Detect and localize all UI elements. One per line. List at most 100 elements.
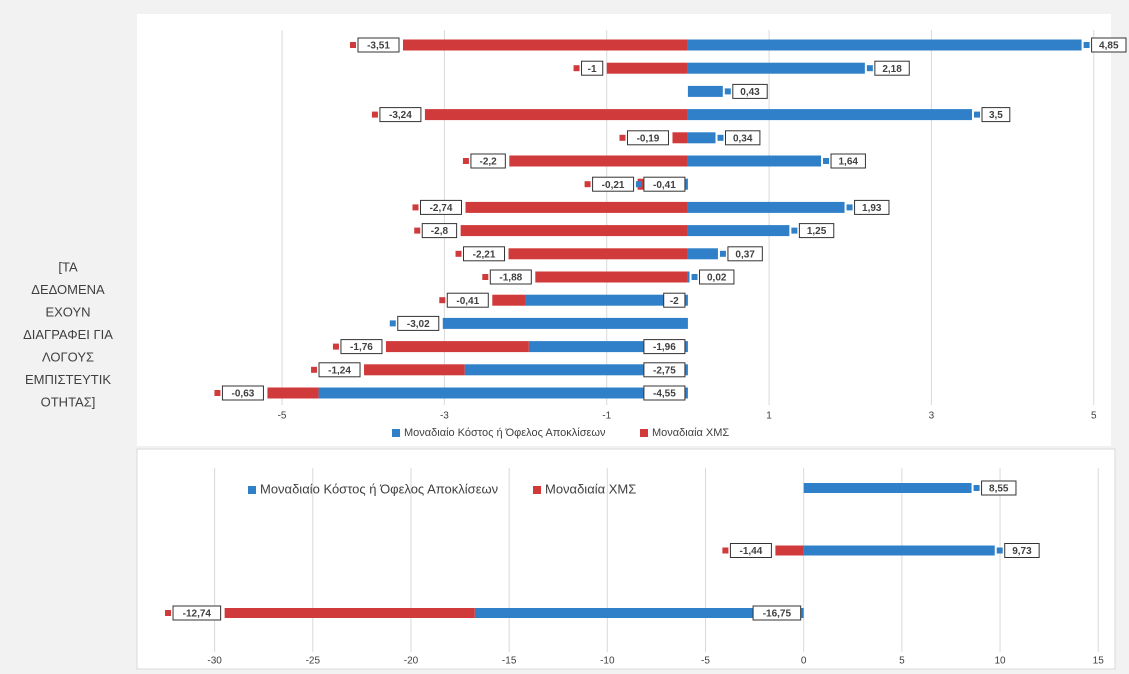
label-box xyxy=(643,176,686,192)
label-box xyxy=(981,480,1017,496)
label-marker xyxy=(412,204,419,211)
bar xyxy=(402,39,688,51)
legend-label: Μοναδιαίο Κόστος ή Όφελος Αποκλίσεων xyxy=(404,427,606,439)
bar xyxy=(385,341,529,353)
bar xyxy=(606,62,688,74)
label-marker xyxy=(635,390,642,396)
label-box xyxy=(489,269,532,285)
side-note: ΕΜΠΙΣΤΕΥΤΙΚ xyxy=(25,372,111,387)
bar xyxy=(509,155,688,167)
label-marker xyxy=(866,65,873,72)
label-marker xyxy=(371,111,378,118)
side-note: [ΤΑ xyxy=(58,259,78,274)
bar xyxy=(318,387,688,399)
label-box xyxy=(729,543,772,558)
data-label: -0,21 xyxy=(602,180,625,191)
data-label: -3,51 xyxy=(367,41,390,52)
data-label: -2,75 xyxy=(653,365,676,376)
label-box xyxy=(643,362,686,378)
data-label: 0,43 xyxy=(740,87,760,98)
label-box xyxy=(1091,37,1127,53)
label-marker xyxy=(745,610,752,616)
label-marker xyxy=(655,297,662,304)
label-marker xyxy=(455,250,462,257)
bar xyxy=(687,225,790,237)
label-box xyxy=(854,199,890,215)
data-label: -4,55 xyxy=(653,389,676,400)
label-marker xyxy=(332,343,339,350)
bar xyxy=(687,271,690,283)
x-tick-label: -3 xyxy=(440,411,449,422)
label-marker xyxy=(635,366,642,373)
label-box xyxy=(798,223,835,239)
data-label: 9,73 xyxy=(1012,546,1032,557)
label-box xyxy=(830,153,866,169)
data-label: -1,76 xyxy=(350,342,373,353)
bar xyxy=(364,364,465,376)
bar xyxy=(525,294,688,306)
label-box xyxy=(725,130,761,146)
x-tick-label: 1 xyxy=(766,411,772,422)
label-marker xyxy=(389,320,396,327)
label-box xyxy=(221,385,264,401)
label-box xyxy=(419,199,462,215)
label-marker xyxy=(311,366,318,373)
label-box xyxy=(727,246,763,262)
x-tick-label: 0 xyxy=(801,656,807,667)
x-tick-label: -20 xyxy=(404,656,419,667)
label-marker xyxy=(823,158,830,164)
label-box xyxy=(357,37,400,53)
legend-label: Μοναδιαία ΧΜΣ xyxy=(652,427,729,439)
legend-label: Μοναδιαία ΧΜΣ xyxy=(545,481,636,496)
bar xyxy=(464,364,688,376)
label-box xyxy=(592,176,635,192)
data-label: -3,24 xyxy=(389,110,412,121)
bar xyxy=(442,317,688,329)
x-tick-label: -5 xyxy=(701,656,710,667)
label-marker xyxy=(846,204,853,211)
bar xyxy=(687,109,973,121)
label-box xyxy=(643,385,686,401)
label-box xyxy=(318,362,361,378)
data-label: -12,74 xyxy=(183,609,212,620)
label-box xyxy=(626,130,669,146)
label-box xyxy=(643,339,686,355)
label-box xyxy=(752,605,802,621)
data-label: -2,2 xyxy=(480,157,498,168)
bar xyxy=(267,387,319,399)
label-box xyxy=(732,83,768,99)
label-box xyxy=(874,60,910,76)
label-marker xyxy=(791,227,798,234)
data-label: -0,41 xyxy=(653,180,676,191)
label-marker xyxy=(691,274,698,280)
bar xyxy=(492,294,526,306)
bar xyxy=(424,109,688,121)
legend-swatch xyxy=(533,486,541,494)
bar xyxy=(460,225,688,237)
x-tick-label: -30 xyxy=(207,656,222,667)
data-label: -2 xyxy=(670,296,679,307)
label-marker xyxy=(439,297,446,304)
data-label: -0,19 xyxy=(637,133,660,144)
label-marker xyxy=(482,274,489,280)
bar xyxy=(535,271,688,283)
bar xyxy=(803,545,995,556)
label-marker xyxy=(349,42,356,48)
bar xyxy=(687,201,845,213)
label-marker xyxy=(165,610,172,616)
side-note: ΟΤΗΤΑΣ] xyxy=(41,394,96,409)
x-tick-label: 5 xyxy=(1091,411,1097,422)
label-box xyxy=(981,107,1011,123)
data-label: -0,63 xyxy=(232,389,255,400)
legend-swatch xyxy=(248,486,256,494)
bar xyxy=(465,201,688,213)
label-box xyxy=(446,292,489,308)
label-box xyxy=(340,339,383,355)
label-marker xyxy=(996,547,1003,554)
bar xyxy=(687,132,716,144)
label-marker xyxy=(414,227,421,234)
data-label: 1,93 xyxy=(862,203,882,214)
label-marker xyxy=(719,250,726,257)
label-box xyxy=(172,605,222,621)
label-marker xyxy=(1083,42,1090,48)
